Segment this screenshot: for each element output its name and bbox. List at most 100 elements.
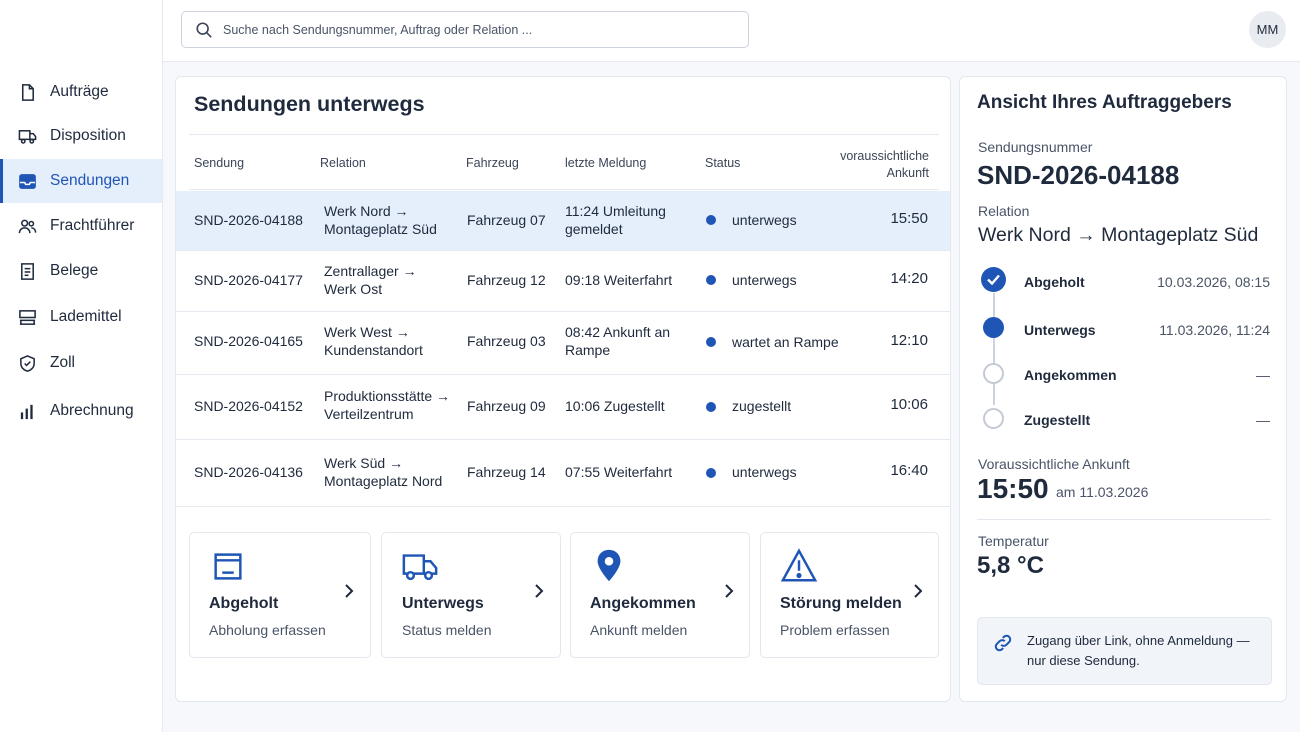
pallet-icon	[19, 309, 36, 325]
table-row[interactable]: SND-2026-04165 Werk West → Kundenstandort…	[176, 312, 950, 375]
sidebar-item-abrechnung[interactable]: Abrechnung	[0, 389, 162, 433]
timeline-step-time: —	[1256, 412, 1270, 428]
vehicle-cell: Fahrzeug 09	[467, 398, 546, 414]
action-card-abgeholt[interactable]: Abgeholt Abholung erfassen	[189, 532, 371, 658]
sidebar-item-auftraege[interactable]: Aufträge	[0, 70, 162, 114]
sidebar-item-sendungen[interactable]: Sendungen	[0, 159, 162, 203]
relation-value: Werk Nord → Montageplatz Süd	[978, 224, 1259, 246]
shipment-id: SND-2026-04136	[194, 464, 303, 480]
search-icon	[196, 21, 212, 38]
truck-icon	[402, 554, 438, 581]
timeline-step-name: Zugestellt	[1024, 412, 1091, 428]
eta-cell: 14:20	[890, 270, 928, 287]
client-view-panel: Ansicht Ihres Auftraggebers Sendungsnumm…	[959, 76, 1287, 702]
sidebar-item-label: Belege	[50, 262, 99, 279]
relation-line1: Werk West →	[324, 324, 410, 340]
page-title: Sendungen unterwegs	[194, 92, 425, 116]
column-header-ankunft-line1: voraussichtliche	[840, 149, 929, 163]
action-subtitle: Status melden	[402, 622, 492, 638]
eta-cell: 10:06	[890, 396, 928, 413]
sidebar-item-label: Abrechnung	[50, 402, 134, 419]
vehicle-cell: Fahrzeug 07	[467, 212, 546, 228]
user-avatar[interactable]: MM	[1249, 11, 1286, 48]
timeline-step-name: Angekommen	[1024, 367, 1117, 383]
search-input[interactable]	[223, 22, 723, 37]
sidebar: Aufträge Disposition Sendungen Frachtfüh…	[0, 62, 163, 732]
sidebar-item-disposition[interactable]: Disposition	[0, 114, 162, 158]
shipment-id: SND-2026-04188	[194, 212, 303, 228]
sidebar-item-label: Sendungen	[50, 172, 130, 189]
relation-cell: Zentrallager → Werk Ost	[324, 262, 417, 298]
eta-label: Voraussichtliche Ankunft	[978, 456, 1130, 472]
action-title: Unterwegs	[402, 595, 484, 612]
search-box[interactable]	[181, 11, 749, 48]
chevron-right-icon	[535, 584, 544, 598]
bar-chart-icon	[20, 404, 33, 419]
action-title: Störung melden	[780, 595, 902, 612]
sidebar-item-belege[interactable]: Belege	[0, 249, 162, 293]
timeline-step-time: 11.03.2026, 11:24	[1159, 322, 1270, 338]
table-row[interactable]: SND-2026-04152 Produktionsstätte → Vertei…	[176, 375, 950, 440]
last-message-cell: 09:18 Weiterfahrt	[565, 272, 673, 288]
shipment-id: SND-2026-04152	[194, 398, 303, 414]
sidebar-item-label: Zoll	[50, 354, 75, 371]
shipment-id: SND-2026-04165	[194, 333, 303, 349]
temperature-value: 5,8 °C	[977, 552, 1044, 579]
relation-cell: Produktionsstätte → Verteilzentrum	[324, 387, 450, 423]
relation-line2: Montageplatz Süd	[324, 221, 437, 237]
users-icon	[18, 219, 37, 233]
column-header-sendung[interactable]: Sendung	[194, 156, 245, 170]
status-dot	[706, 337, 716, 347]
sidebar-item-frachtfuehrer[interactable]: Frachtführer	[0, 204, 162, 248]
relation-cell: Werk West → Kundenstandort	[324, 323, 423, 359]
chevron-right-icon	[725, 584, 734, 598]
sidebar-item-label: Disposition	[50, 127, 126, 144]
message-line1: 11:24 Umleitung	[565, 203, 666, 219]
vehicle-cell: Fahrzeug 03	[467, 333, 546, 349]
action-card-stoerung[interactable]: Störung melden Problem erfassen	[760, 532, 939, 658]
truck-icon	[18, 129, 37, 144]
column-header-status[interactable]: Status	[705, 156, 741, 170]
column-header-fahrzeug[interactable]: Fahrzeug	[466, 156, 519, 170]
temperature-label: Temperatur	[978, 533, 1049, 549]
action-card-angekommen[interactable]: Angekommen Ankunft melden	[570, 532, 750, 658]
status-text: unterwegs	[732, 464, 797, 480]
relation-cell: Werk Süd → Montageplatz Nord	[324, 454, 442, 490]
sidebar-item-zoll[interactable]: Zoll	[0, 341, 162, 385]
relation-line1: Werk Süd →	[324, 455, 404, 471]
action-subtitle: Abholung erfassen	[209, 622, 326, 638]
table-row[interactable]: SND-2026-04177 Zentrallager → Werk Ost Fa…	[176, 251, 950, 312]
relation-cell: Werk Nord → Montageplatz Süd	[324, 202, 437, 238]
shield-icon	[20, 354, 35, 372]
warning-icon	[780, 548, 818, 582]
action-subtitle: Problem erfassen	[780, 622, 890, 638]
action-card-unterwegs[interactable]: Unterwegs Status melden	[381, 532, 561, 658]
column-header-ankunft[interactable]: voraussichtliche Ankunft	[840, 148, 929, 182]
timeline-line	[993, 293, 995, 405]
timeline-step-current	[983, 317, 1004, 338]
last-message-cell: 11:24 Umleitung gemeldet	[565, 202, 666, 238]
table-row[interactable]: SND-2026-04136 Werk Süd → Montageplatz No…	[176, 440, 950, 507]
sidebar-item-lademittel[interactable]: Lademittel	[0, 295, 162, 339]
timeline-step-pending	[983, 363, 1004, 384]
shipment-id: SND-2026-04188	[977, 160, 1180, 190]
eta-cell: 12:10	[890, 332, 928, 349]
column-header-letzte-meldung[interactable]: letzte Meldung	[565, 156, 647, 170]
status-text: unterwegs	[732, 272, 797, 288]
status-dot	[706, 402, 716, 412]
eta-cell: 15:50	[890, 210, 928, 227]
link-icon	[994, 634, 1012, 652]
inbox-icon	[19, 173, 36, 189]
message-line2: gemeldet	[565, 221, 623, 237]
relation-line1: Produktionsstätte →	[324, 388, 451, 404]
eta-date: am 11.03.2026	[1056, 484, 1149, 500]
column-header-relation[interactable]: Relation	[320, 156, 366, 170]
status-dot	[706, 215, 716, 225]
shipments-panel: Sendungen unterwegs Sendung Relation Fah…	[175, 76, 951, 702]
sidebar-item-label: Aufträge	[50, 83, 109, 100]
table-row[interactable]: SND-2026-04188 Werk Nord → Montageplatz S…	[176, 191, 950, 251]
status-text: wartet an Rampe	[732, 334, 839, 350]
column-header-ankunft-line2: Ankunft	[886, 166, 929, 180]
status-dot	[706, 468, 716, 478]
relation-line2: Werk Ost	[324, 281, 383, 297]
